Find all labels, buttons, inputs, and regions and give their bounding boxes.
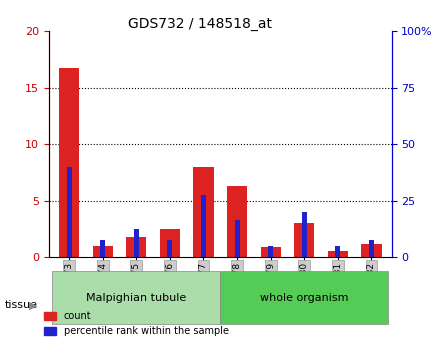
Bar — [268, 246, 273, 257]
Bar — [201, 195, 206, 257]
Bar — [336, 246, 340, 257]
Text: ▶: ▶ — [29, 300, 37, 310]
Bar — [194, 167, 214, 257]
Bar — [134, 229, 139, 257]
Text: GSM29181: GSM29181 — [333, 262, 342, 311]
Bar — [261, 247, 281, 257]
Text: GSM29179: GSM29179 — [266, 262, 275, 311]
Text: GSM29175: GSM29175 — [132, 262, 141, 311]
Text: Malpighian tubule: Malpighian tubule — [86, 293, 186, 303]
Bar — [167, 240, 172, 257]
Bar — [67, 167, 72, 257]
Legend: count, percentile rank within the sample: count, percentile rank within the sample — [40, 307, 233, 340]
Bar — [126, 237, 146, 257]
Bar — [328, 252, 348, 257]
Bar — [227, 186, 247, 257]
Bar — [59, 68, 79, 257]
Text: GDS732 / 148518_at: GDS732 / 148518_at — [128, 17, 272, 31]
Bar — [100, 240, 105, 257]
Bar — [294, 223, 314, 257]
Text: GSM29177: GSM29177 — [199, 262, 208, 311]
FancyBboxPatch shape — [53, 271, 220, 324]
Bar — [93, 246, 113, 257]
Text: GSM29180: GSM29180 — [300, 262, 309, 311]
Text: whole organism: whole organism — [260, 293, 348, 303]
Bar — [369, 240, 374, 257]
Bar — [160, 229, 180, 257]
Text: GSM29173: GSM29173 — [65, 262, 73, 311]
FancyBboxPatch shape — [220, 271, 388, 324]
Bar — [361, 244, 381, 257]
Bar — [235, 220, 239, 257]
Text: GSM29182: GSM29182 — [367, 262, 376, 310]
Text: GSM29176: GSM29176 — [166, 262, 174, 311]
Bar — [302, 212, 307, 257]
Text: tissue: tissue — [4, 300, 37, 310]
Text: GSM29174: GSM29174 — [98, 262, 107, 310]
Text: GSM29178: GSM29178 — [233, 262, 242, 311]
